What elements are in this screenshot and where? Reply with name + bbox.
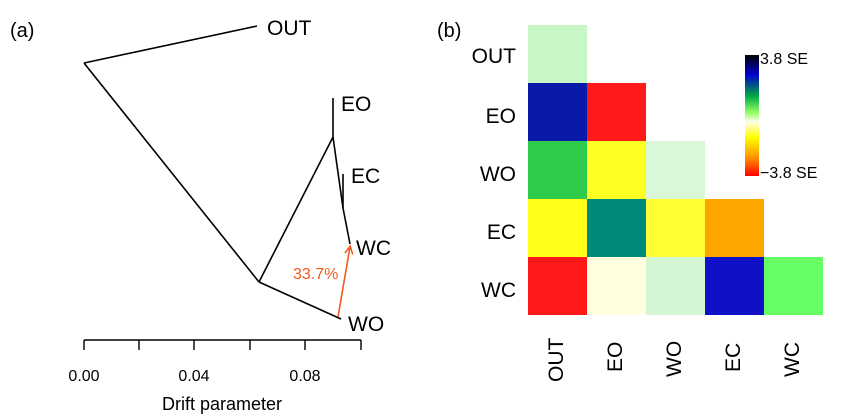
heatmap-cell-ec-out [528, 199, 587, 257]
heatmap-cell-eo-out [528, 83, 587, 141]
heatmap-cell-wc-wc [764, 257, 823, 315]
row-label-ec: EC [487, 221, 516, 244]
drift-axis: 0.00 0.04 0.08 Drift parameter [68, 339, 362, 414]
migration-arrow [337, 247, 350, 318]
panel-a-label: (a) [10, 20, 34, 42]
tip-label-wo: WO [348, 313, 384, 336]
migration-weight-label: 33.7% [293, 266, 338, 283]
col-label-wc: WC [781, 342, 804, 377]
tip-label-eo: EO [341, 93, 371, 116]
axis-tick-label: 0.00 [68, 368, 99, 385]
color-legend: 3.8 SE −3.8 SE [745, 51, 817, 182]
heatmap-cell-wc-eo [587, 257, 646, 315]
heatmap-cell-wc-ec [705, 257, 764, 315]
tip-label-wc: WC [356, 237, 391, 260]
panel-b-label: (b) [437, 20, 461, 42]
heatmap-cell-ec-wo [646, 199, 705, 257]
panel-b: (b) OUT EO WO EC WC OUT EO WO EC WC 3.8 … [437, 20, 823, 382]
heatmap-cell-wo-eo [587, 141, 646, 199]
tip-label-out: OUT [267, 17, 312, 40]
heatmap-cell-wo-out [528, 141, 587, 199]
col-label-ec: EC [722, 343, 745, 372]
col-label-wo: WO [663, 341, 686, 377]
branch-root-node1 [83, 62, 260, 283]
heatmap-cell-ec-eo [587, 199, 646, 257]
row-label-wo: WO [480, 163, 516, 186]
heatmap [528, 25, 823, 315]
heatmap-cell-eo-eo [587, 83, 646, 141]
branch-root-out [83, 25, 258, 64]
legend-color-bar [745, 55, 759, 176]
tip-label-ec: EC [351, 165, 380, 188]
branch-node2-node3 [332, 136, 344, 209]
heatmap-cell-wc-out [528, 257, 587, 315]
tree-branches [83, 25, 351, 320]
axis-title: Drift parameter [162, 394, 282, 414]
branch-node1-node2 [258, 136, 334, 283]
heatmap-cell-wo-wo [646, 141, 705, 199]
panel-a: (a) 33.7% OUT EO EC WC WO 0.00 0.04 [10, 17, 391, 414]
row-label-out: OUT [472, 45, 517, 68]
axis-tick-label: 0.08 [289, 368, 320, 385]
heatmap-cell-out-out [528, 25, 587, 83]
axis-tick-label: 0.04 [178, 368, 209, 385]
heatmap-cell-wc-wo [646, 257, 705, 315]
branch-node1-wo [258, 281, 342, 320]
col-label-eo: EO [604, 342, 627, 372]
row-label-wc: WC [481, 279, 516, 302]
legend-max-label: 3.8 SE [760, 51, 808, 68]
legend-min-label: −3.8 SE [760, 165, 817, 182]
branch-node3-wc [342, 207, 351, 245]
heatmap-cell-ec-ec [705, 199, 764, 257]
row-label-eo: EO [486, 105, 516, 128]
col-label-out: OUT [545, 338, 568, 383]
